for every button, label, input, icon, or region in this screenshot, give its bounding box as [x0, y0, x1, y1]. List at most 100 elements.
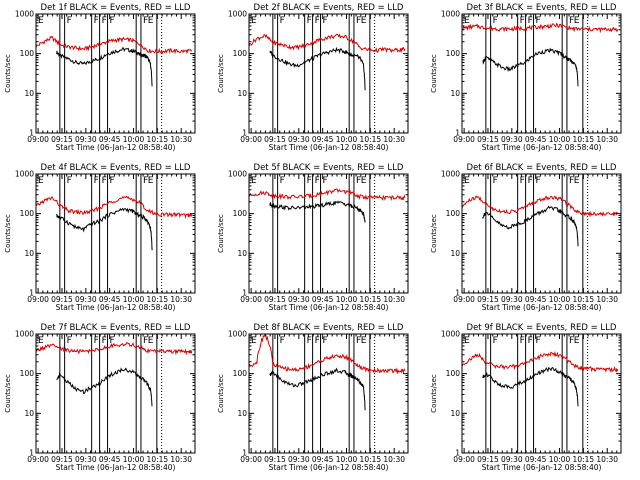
y-axis-label: Counts/sec — [217, 54, 225, 93]
lld-series-line — [461, 350, 619, 373]
edge-label: F — [536, 336, 541, 346]
x-tick-label: 09:30 — [288, 295, 310, 304]
edge-label: F — [323, 16, 328, 26]
edge-label: F — [528, 176, 533, 186]
x-tick-label: 09:45 — [99, 295, 121, 304]
x-tick-label: 09:30 — [501, 295, 523, 304]
y-tick-label: 100 — [20, 369, 35, 378]
x-tick-label: 09:15 — [477, 295, 499, 304]
edge-label: E — [464, 336, 470, 346]
lld-series-line — [35, 35, 193, 55]
x-axis-label: Start Time (06-Jan-12 08:58:40) — [482, 143, 602, 152]
plot-frame — [248, 333, 409, 454]
plot-frame — [461, 173, 622, 294]
edge-label: F — [307, 16, 312, 26]
y-tick-label: 1 — [29, 129, 34, 138]
y-tick-label: 1 — [455, 449, 460, 458]
y-axis-label: Counts/sec — [430, 54, 438, 93]
x-tick-label: 09:00 — [27, 135, 49, 144]
y-tick-label: 1 — [242, 129, 247, 138]
edge-label: E — [148, 16, 154, 26]
edge-label: E — [148, 176, 154, 186]
events-series-line — [56, 47, 153, 87]
x-axis-label: Start Time (06-Jan-12 08:58:40) — [269, 143, 389, 152]
edge-label: F — [110, 16, 115, 26]
edge-label: F — [569, 176, 574, 186]
lld-series-line — [35, 195, 193, 219]
edge-label: E — [361, 176, 367, 186]
x-tick-label: 09:30 — [75, 455, 97, 464]
edge-label: F — [536, 16, 541, 26]
edge-label: F — [356, 176, 361, 186]
x-tick-label: 10:15 — [360, 455, 382, 464]
x-tick-label: 10:15 — [360, 135, 382, 144]
x-tick-label: 09:30 — [501, 455, 523, 464]
y-axis-label: Counts/sec — [430, 214, 438, 253]
x-tick-label: 09:30 — [75, 135, 97, 144]
x-tick-label: 10:15 — [573, 135, 595, 144]
plot-frame — [248, 13, 409, 134]
y-tick-label: 1 — [242, 449, 247, 458]
y-tick-label: 100 — [20, 209, 35, 218]
y-tick-label: 1000 — [228, 170, 247, 179]
lld-series-line — [461, 22, 619, 34]
edge-label: E — [464, 16, 470, 26]
edge-label: F — [323, 176, 328, 186]
x-tick-label: 09:45 — [525, 455, 547, 464]
x-tick-label: 09:45 — [312, 135, 334, 144]
edge-label: E — [361, 16, 367, 26]
x-axis-label: Start Time (06-Jan-12 08:58:40) — [482, 463, 602, 472]
x-axis-label: Start Time (06-Jan-12 08:58:40) — [269, 463, 389, 472]
edge-label: F — [102, 336, 107, 346]
x-tick-label: 10:15 — [147, 135, 169, 144]
y-tick-label: 10 — [237, 89, 247, 98]
y-axis-label: Counts/sec — [430, 374, 438, 413]
x-tick-label: 09:00 — [453, 135, 475, 144]
x-tick-label: 09:15 — [477, 455, 499, 464]
edge-label: E — [251, 16, 257, 26]
x-tick-label: 09:00 — [27, 455, 49, 464]
lld-series-line — [248, 334, 406, 375]
x-tick-label: 10:00 — [336, 295, 358, 304]
events-series-line — [269, 200, 366, 223]
y-tick-label: 1000 — [15, 10, 34, 19]
x-tick-label: 10:30 — [383, 295, 405, 304]
x-tick-label: 09:00 — [453, 455, 475, 464]
y-tick-label: 10 — [237, 249, 247, 258]
edge-label: F — [520, 176, 525, 186]
y-tick-label: 100 — [233, 209, 248, 218]
plot-frame — [461, 13, 622, 134]
x-tick-label: 10:00 — [123, 135, 145, 144]
edge-label: F — [67, 16, 72, 26]
y-tick-label: 10 — [450, 89, 460, 98]
edge-label: F — [280, 16, 285, 26]
x-tick-label: 09:00 — [453, 295, 475, 304]
x-tick-label: 10:30 — [170, 295, 192, 304]
edge-label: F — [307, 176, 312, 186]
edge-label: F — [493, 16, 498, 26]
x-tick-label: 09:45 — [99, 135, 121, 144]
y-axis-label: Counts/sec — [4, 214, 12, 253]
y-tick-label: 10 — [24, 249, 34, 258]
y-tick-label: 1000 — [441, 330, 460, 339]
edge-label: F — [307, 336, 312, 346]
x-tick-label: 10:30 — [596, 135, 618, 144]
edge-label: F — [528, 16, 533, 26]
x-tick-label: 10:15 — [147, 455, 169, 464]
edge-label: F — [493, 176, 498, 186]
edge-label: F — [569, 16, 574, 26]
x-tick-label: 10:15 — [360, 295, 382, 304]
y-tick-label: 1000 — [441, 10, 460, 19]
edge-label: F — [315, 176, 320, 186]
lld-series-line — [461, 195, 619, 218]
x-tick-label: 10:30 — [170, 455, 192, 464]
edge-label: E — [574, 176, 580, 186]
y-tick-label: 1000 — [15, 330, 34, 339]
x-tick-label: 10:30 — [383, 135, 405, 144]
lld-series-line — [35, 342, 193, 356]
